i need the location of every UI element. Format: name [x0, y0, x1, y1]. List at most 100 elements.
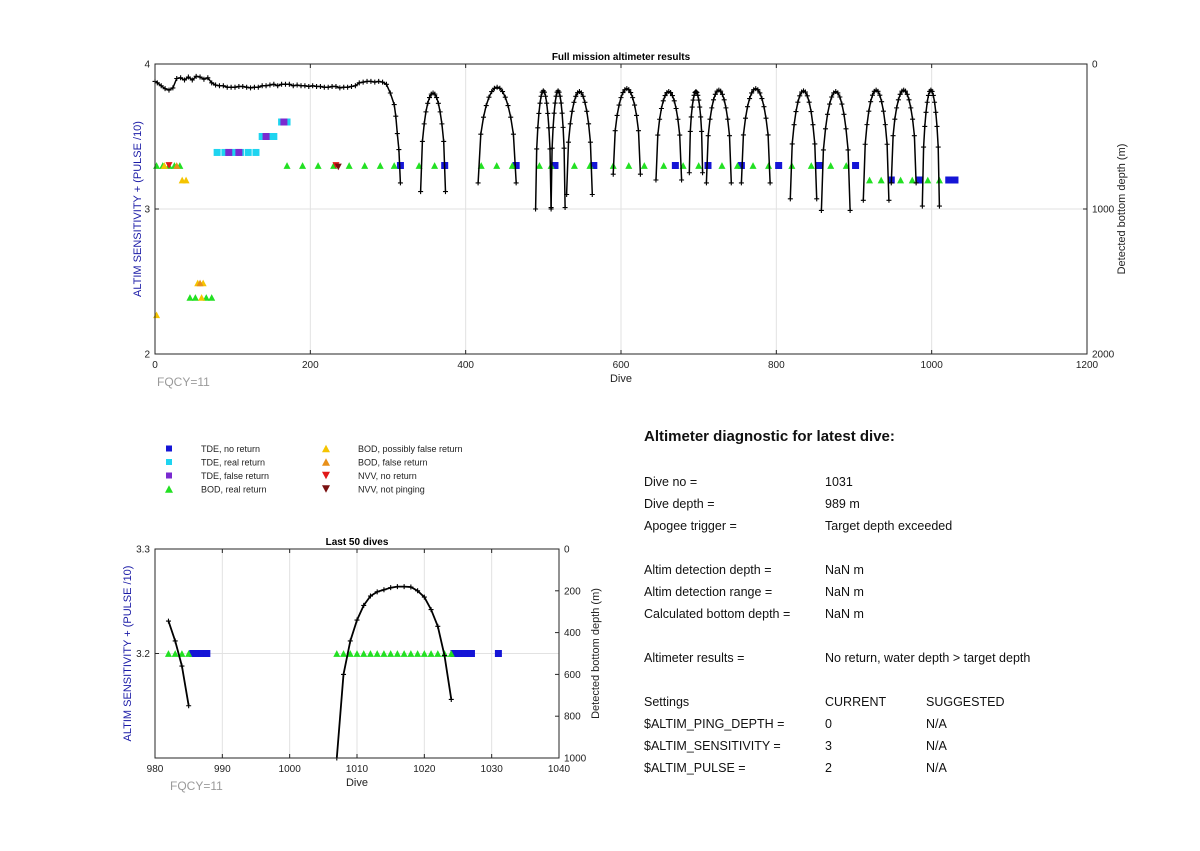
- depth-point: [178, 75, 184, 81]
- depth-point: [839, 101, 845, 107]
- depth-point: [545, 110, 551, 116]
- data-point: [360, 650, 368, 657]
- data-point: [414, 650, 422, 657]
- depth-point: [671, 98, 677, 104]
- apogee-value: Target depth exceeded: [825, 519, 953, 533]
- data-point: [334, 163, 342, 171]
- depth-point: [738, 180, 744, 186]
- depth-point: [302, 83, 308, 89]
- data-point: [244, 148, 252, 156]
- data-point: [160, 162, 168, 169]
- depth-point: [426, 95, 432, 101]
- detection-depth-label: Altim detection depth =: [644, 563, 772, 577]
- data-point: [380, 650, 388, 657]
- depth-point: [662, 93, 668, 99]
- depth-point: [154, 80, 160, 86]
- depth-point: [698, 114, 704, 120]
- data-point: [827, 162, 835, 169]
- data-point: [373, 650, 381, 657]
- depth-point: [434, 95, 440, 101]
- depth-point: [172, 638, 178, 644]
- depth-point: [310, 83, 316, 89]
- depth-point: [549, 145, 555, 151]
- data-point: [551, 162, 559, 169]
- depth-point: [787, 196, 793, 202]
- depth-point: [906, 97, 912, 103]
- depth-point: [582, 99, 588, 105]
- fqcy-note: FQCY=11: [170, 779, 223, 793]
- depth-point: [879, 99, 885, 105]
- data-point: [434, 650, 442, 657]
- data-point: [208, 294, 216, 301]
- depth-point: [491, 85, 497, 91]
- depth-point: [711, 97, 717, 103]
- depth-point: [700, 170, 706, 176]
- data-point: [590, 162, 598, 169]
- data-point: [916, 176, 924, 184]
- depth-point: [890, 133, 896, 139]
- data-point: [280, 118, 288, 126]
- diagnostic-row-results: Altimeter results = No return, water dep…: [644, 651, 1164, 673]
- depth-point: [822, 126, 828, 132]
- depth-point: [740, 132, 746, 138]
- depth-point: [902, 88, 908, 94]
- altimeter-diagnostic-panel: Altimeter diagnostic for latest dive: Di…: [644, 428, 1164, 783]
- depth-point: [361, 602, 367, 608]
- depth-point: [723, 105, 729, 111]
- legend-label: BOD, real return: [201, 485, 267, 495]
- depth-point: [442, 189, 448, 195]
- depth-point: [587, 139, 593, 145]
- depth-point: [419, 138, 425, 144]
- y2-axis-label: Detected bottom depth (m): [590, 588, 602, 719]
- depth-point: [578, 90, 584, 96]
- depth-point: [569, 108, 575, 114]
- depth-point: [725, 116, 731, 122]
- data-point: [186, 294, 194, 301]
- data-point: [353, 650, 361, 657]
- data-point: [924, 176, 932, 184]
- depth-point: [911, 133, 917, 139]
- data-point: [333, 650, 341, 657]
- depth-point: [653, 177, 659, 183]
- y-axis-label: ALTIM SENSITIVITY + (PULSE /10): [132, 121, 144, 297]
- data-point: [866, 176, 874, 184]
- legend-marker: [166, 445, 172, 452]
- depth-point: [573, 93, 579, 99]
- depth-trace-line: [789, 89, 818, 199]
- data-point: [570, 162, 578, 169]
- depth-point: [475, 180, 481, 186]
- data-point: [625, 162, 633, 169]
- depth-point: [442, 653, 448, 659]
- depth-point: [935, 144, 941, 150]
- depth-point: [186, 703, 192, 709]
- depth-point: [546, 125, 552, 131]
- depth-point: [580, 93, 586, 99]
- x-tick-label: 1040: [548, 764, 571, 775]
- x-tick-label: 1010: [346, 764, 369, 775]
- x-tick-label: 600: [613, 360, 630, 371]
- depth-point: [910, 116, 916, 122]
- setting-row-ping-depth: $ALTIM_PING_DEPTH = 0 N/A: [644, 717, 1164, 739]
- depth-point: [421, 121, 427, 127]
- calculated-depth-label: Calculated bottom depth =: [644, 607, 791, 621]
- depth-point: [544, 100, 550, 106]
- data-point: [314, 162, 322, 169]
- calculated-depth-value: NaN m: [825, 607, 864, 621]
- depth-point: [763, 115, 769, 121]
- depth-point: [533, 206, 539, 212]
- y-tick-label: 2: [144, 350, 150, 361]
- depth-point: [688, 114, 694, 120]
- depth-point: [862, 141, 868, 147]
- depth-point: [677, 132, 683, 138]
- depth-point: [494, 84, 500, 90]
- depth-point: [610, 171, 616, 177]
- data-point: [164, 650, 172, 657]
- depth-point: [306, 83, 312, 89]
- data-point: [467, 650, 475, 657]
- chart-title: Full mission altimeter results: [552, 52, 691, 63]
- data-point: [400, 650, 408, 657]
- y2-tick-label: 400: [564, 628, 581, 639]
- depth-point: [797, 93, 803, 99]
- y-tick-label: 4: [144, 60, 150, 71]
